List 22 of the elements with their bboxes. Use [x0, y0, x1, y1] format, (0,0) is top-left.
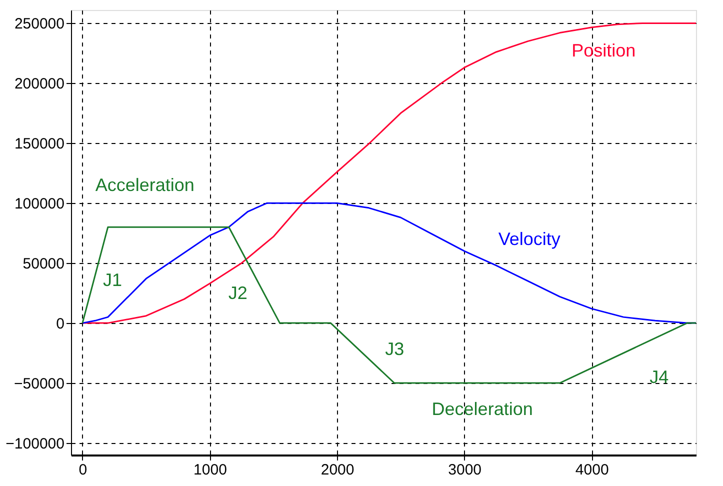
- x-tick-label: 4000: [575, 462, 609, 478]
- annotation: J2: [228, 283, 248, 304]
- y-tick-label: 0: [56, 316, 64, 333]
- annotation: J4: [650, 367, 669, 388]
- line-series: [82, 22, 697, 324]
- x-tick-label: 0: [78, 462, 88, 478]
- y-tick-label: 50000: [22, 256, 64, 273]
- series-label: Acceleration: [95, 175, 194, 196]
- y-tick-label: 200000: [14, 76, 64, 93]
- y-tick-label: 250000: [14, 16, 64, 33]
- x-tick-label: 3000: [448, 462, 482, 478]
- annotation: Deceleration: [432, 399, 533, 420]
- y-tick-label: −100000: [6, 436, 64, 453]
- annotation: J1: [102, 270, 122, 290]
- y-tick-label: −50000: [14, 376, 64, 393]
- series-label: Velocity: [498, 229, 560, 250]
- y-tick-label: 100000: [14, 196, 64, 213]
- series-label: Position: [572, 40, 636, 60]
- y-tick-label: 150000: [14, 136, 64, 153]
- x-tick-label: 1000: [194, 462, 227, 478]
- x-tick-label: 2000: [320, 462, 354, 478]
- annotation: J3: [385, 339, 404, 360]
